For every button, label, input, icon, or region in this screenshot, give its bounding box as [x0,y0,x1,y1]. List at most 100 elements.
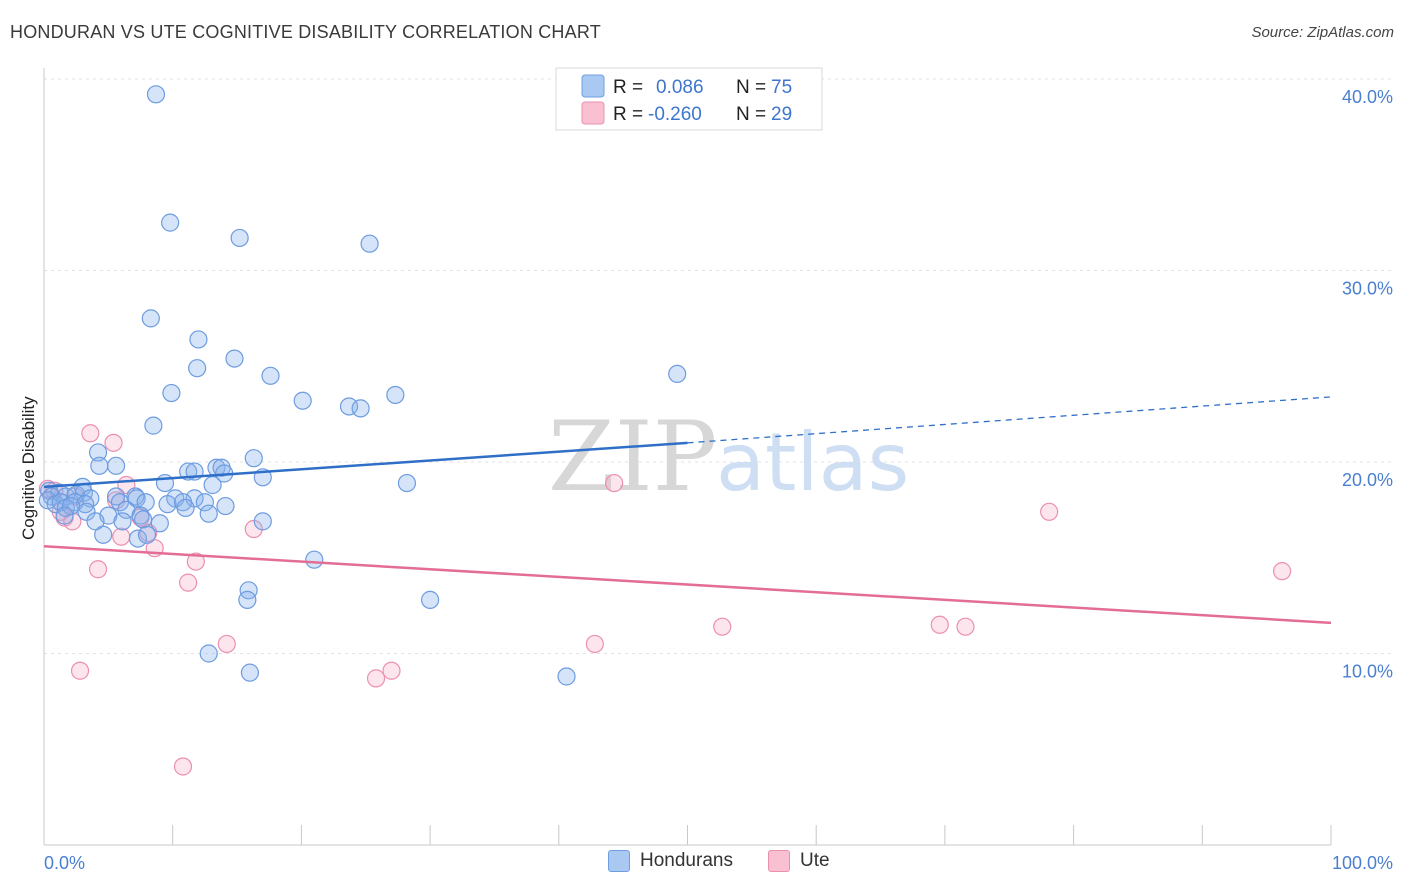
honduran-point [141,309,160,328]
legend-n-label: N = [736,77,766,98]
honduran-point [397,473,417,493]
source-credit: Source: ZipAtlas.com [1251,24,1394,41]
ute-point [713,617,732,636]
y-axis-label: Cognitive Disability [19,396,38,540]
legend-r-label: R = [613,104,643,125]
honduran-point [136,493,155,512]
grid-lines [44,78,1392,654]
honduran-point [199,504,218,523]
legend-label-ute: Ute [800,850,830,871]
legend-n-label: N = [736,104,766,125]
ute-point [104,433,123,452]
honduran-point [158,495,177,514]
legend-r-value: 0.086 [656,77,704,98]
trend-lines [43,396,1332,625]
legend-label-hondurans: Hondurans [640,850,733,871]
x-tick-label: 100.0% [1332,853,1393,873]
ute-point [217,634,236,654]
honduran-point [668,364,687,384]
ute-point [930,615,949,634]
honduran-point [360,234,379,253]
ute-point [88,560,108,579]
honduran-point [188,359,207,378]
y-tick-label: 30.0% [1342,279,1393,299]
ute-point [81,424,100,443]
honduran-point [176,498,195,518]
honduran-point [150,514,169,533]
ute-point [70,661,90,680]
honduran-point [386,385,405,405]
y-tick-label: 40.0% [1342,87,1393,107]
honduran-point [195,493,214,512]
ute-point [1272,562,1292,581]
honduran-point [106,456,126,475]
honduran-point [162,383,181,403]
ute-point [112,527,131,546]
honduran-point [113,512,132,531]
watermark-atlas: atlas [716,416,909,509]
legend-item-hondurans: Hondurans [608,850,733,872]
honduran-point [230,228,249,248]
legend-swatch-hondurans [608,850,630,872]
legend-swatch-ute [581,101,605,125]
honduran-point [133,510,153,529]
x-tick-label: 0.0% [44,853,85,873]
bottom-legend: Hondurans Ute [0,850,1406,880]
ute-point [186,552,205,571]
ute-point [605,473,624,493]
honduran-point [161,213,180,232]
legend-r-value: -0.260 [648,104,702,125]
honduran-point [86,512,105,531]
ute-point [179,573,198,592]
ute-trend-line [43,545,1332,625]
honduran-point [137,525,157,544]
honduran-point [238,590,257,609]
honduran-trend-extension [687,396,1332,444]
honduran-point [216,496,235,516]
honduran-point [146,85,166,104]
honduran-point [225,349,244,368]
honduran-point [94,525,113,544]
ute-point [585,634,604,654]
honduran-point [90,456,109,475]
honduran-point [128,529,148,548]
honduran-point [421,590,440,609]
honduran-trend-line [43,441,688,489]
honduran-point [351,399,370,418]
honduran-point [55,506,74,525]
ute-point [173,757,193,776]
legend-box: R = 0.086 N = 75 R = -0.260 N = 29 [555,67,823,131]
tick-labels: 10.0% 20.0% 30.0% 40.0% 0.0% 100.0% [44,87,1393,873]
honduran-point [88,443,108,462]
legend-swatch-hondurans [581,74,605,98]
honduran-point [244,449,263,468]
legend-swatch-ute [768,850,790,872]
honduran-point [239,581,258,600]
legend-n-value: 29 [771,104,792,125]
honduran-point [51,493,70,512]
legend-item-ute: Ute [768,850,830,872]
honduran-point [293,391,312,410]
honduran-point [339,397,359,416]
ute-point [382,661,401,680]
chart-title: HONDURAN VS UTE COGNITIVE DISABILITY COR… [10,22,601,42]
honduran-point [189,330,208,349]
watermark: ZIP atlas [548,401,909,513]
honduran-point [557,667,576,686]
honduran-point [261,366,280,385]
honduran-point [305,550,324,569]
honduran-point [199,644,218,663]
legend-n-value: 75 [771,77,792,98]
honduran-point [253,512,272,531]
ute-point [366,669,386,688]
ute-point [956,617,975,636]
axes [43,68,1332,846]
y-tick-label: 20.0% [1342,470,1393,490]
legend-r-label: R = [613,77,643,98]
honduran-point [76,495,95,514]
y-tick-label: 10.0% [1342,662,1393,682]
honduran-point [240,663,260,682]
watermark-zip: ZIP [548,401,717,513]
honduran-point [203,475,222,495]
